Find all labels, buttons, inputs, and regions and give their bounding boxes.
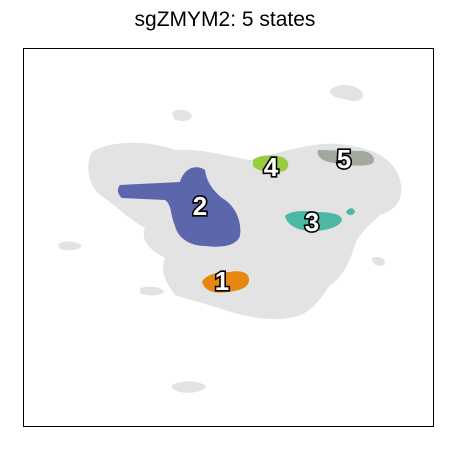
- background-region-main: [88, 142, 402, 320]
- state-clusters: [117, 150, 374, 293]
- background-region-top-left: [172, 109, 192, 121]
- cluster-state-4: [253, 155, 289, 173]
- state-label-4: 4: [264, 152, 279, 182]
- axes-frame: [23, 48, 434, 427]
- cluster-state-2: [117, 167, 241, 247]
- cluster-state-3: [285, 211, 342, 232]
- state-label-3: 3: [305, 207, 319, 237]
- chart-title: sgZMYM2: 5 states: [134, 8, 316, 31]
- background-region-left: [58, 241, 82, 251]
- background-region-left-bottom: [140, 286, 164, 296]
- state-label-5: 5: [337, 144, 351, 174]
- state-labels: 1 2 3 4 5: [191, 142, 353, 297]
- cluster-state-3-small: [346, 208, 355, 215]
- background-region-right: [372, 256, 386, 266]
- cluster-state-1: [202, 271, 250, 293]
- state-label-1: 1: [215, 266, 229, 296]
- cluster-state-5: [317, 150, 374, 166]
- state-label-2: 2: [193, 191, 207, 221]
- background-region-top-right: [330, 84, 363, 102]
- background-region-bottom: [171, 381, 206, 393]
